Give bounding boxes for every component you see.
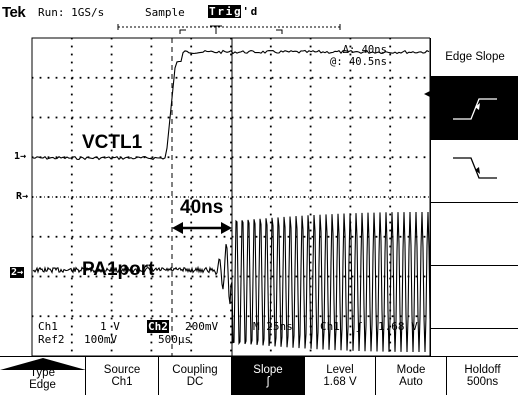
at-readout: @: 40.5ns	[330, 56, 387, 68]
popup-triangle-icon	[0, 358, 86, 370]
level-label: Level	[326, 364, 354, 376]
mode-button[interactable]: Mode Auto	[376, 357, 447, 395]
trig-letter: g	[232, 5, 242, 18]
side-menu: Edge Slope	[430, 38, 518, 356]
bottom-menu: Type Edge Source Ch1 Coupling DC Slope ʃ…	[0, 356, 518, 395]
delta-time-label: 40ns	[180, 197, 224, 218]
holdoff-label: Holdoff	[464, 364, 501, 376]
ref2-scale: 100mV	[84, 333, 118, 346]
holdoff-button[interactable]: Holdoff 500ns	[447, 357, 518, 395]
trigger-level: 1.68 V	[378, 320, 418, 333]
source-value: Ch1	[111, 376, 133, 388]
trigger-source: Ch1	[320, 320, 340, 333]
status-line-1: Ch1 1 V Ch2 200mV M 25ns Ch1 ʃ 1.68 V	[0, 320, 430, 334]
trace-label-vctl1: VCTL1	[82, 132, 143, 153]
side-button-3[interactable]	[431, 203, 518, 266]
delta-readout: Δ: 40ns	[342, 44, 387, 56]
rising-edge-button[interactable]	[431, 77, 518, 140]
ch2-scale: 200mV	[185, 320, 219, 333]
holdoff-value: 500ns	[466, 376, 499, 388]
source-button[interactable]: Source Ch1	[86, 357, 159, 395]
acquire-mode: Sample	[145, 6, 185, 19]
status-line-2: Ref2 100mV 500μs	[0, 333, 430, 347]
trig-letter: r	[216, 5, 225, 18]
slope-label: Slope	[253, 364, 283, 376]
side-button-4[interactable]	[431, 266, 518, 329]
ch2-ground-marker: 2→	[10, 267, 25, 278]
slope-value: ʃ	[266, 376, 270, 388]
cursor-readout: Δ: 40ns @: 40.5ns	[330, 44, 387, 68]
type-button[interactable]: Type Edge	[0, 357, 86, 395]
falling-edge-button[interactable]	[431, 140, 518, 203]
ch1-ground-marker: 1→	[14, 151, 27, 162]
ref-marker: R→	[16, 191, 29, 202]
trig-letter: d	[250, 5, 258, 18]
trace-pa1port	[32, 211, 430, 353]
trig-letter: T	[208, 5, 217, 18]
trace-vctl1	[32, 49, 430, 161]
ref2-time: 500μs	[158, 333, 192, 346]
coupling-value: DC	[186, 376, 204, 388]
ch1-scale: 1 V	[100, 320, 120, 333]
brand-logo: Tek	[2, 4, 26, 21]
trig-letter: i	[224, 5, 233, 18]
timebase: M 25ns	[253, 320, 293, 333]
waveform-display	[31, 24, 430, 357]
source-label: Source	[103, 364, 141, 376]
ref2-label: Ref2	[38, 333, 65, 346]
delta-arrow	[172, 222, 232, 234]
run-status: Run: 1GS/s	[38, 6, 105, 19]
trigger-level-arrow	[424, 91, 430, 97]
ch2-label: Ch2	[147, 320, 169, 333]
slope-button[interactable]: Slope ʃ	[232, 357, 305, 395]
side-button-5[interactable]	[431, 329, 518, 356]
rising-edge-icon	[453, 98, 497, 120]
coupling-label: Coupling	[172, 364, 218, 376]
trigger-slope-icon: ʃ	[356, 320, 363, 333]
falling-edge-icon	[453, 157, 497, 179]
mode-value: Auto	[399, 376, 423, 388]
coupling-button[interactable]: Coupling DC	[159, 357, 232, 395]
level-button[interactable]: Level 1.68 V	[305, 357, 376, 395]
trig-letter: '	[242, 5, 249, 18]
level-value: 1.68 V	[323, 376, 357, 388]
type-value: Edge	[29, 379, 56, 391]
side-menu-title: Edge Slope	[431, 38, 518, 77]
mode-label: Mode	[396, 364, 426, 376]
record-bracket	[117, 24, 341, 34]
trace-label-pa1port: PA1port	[82, 259, 155, 280]
ch1-label: Ch1	[38, 320, 58, 333]
